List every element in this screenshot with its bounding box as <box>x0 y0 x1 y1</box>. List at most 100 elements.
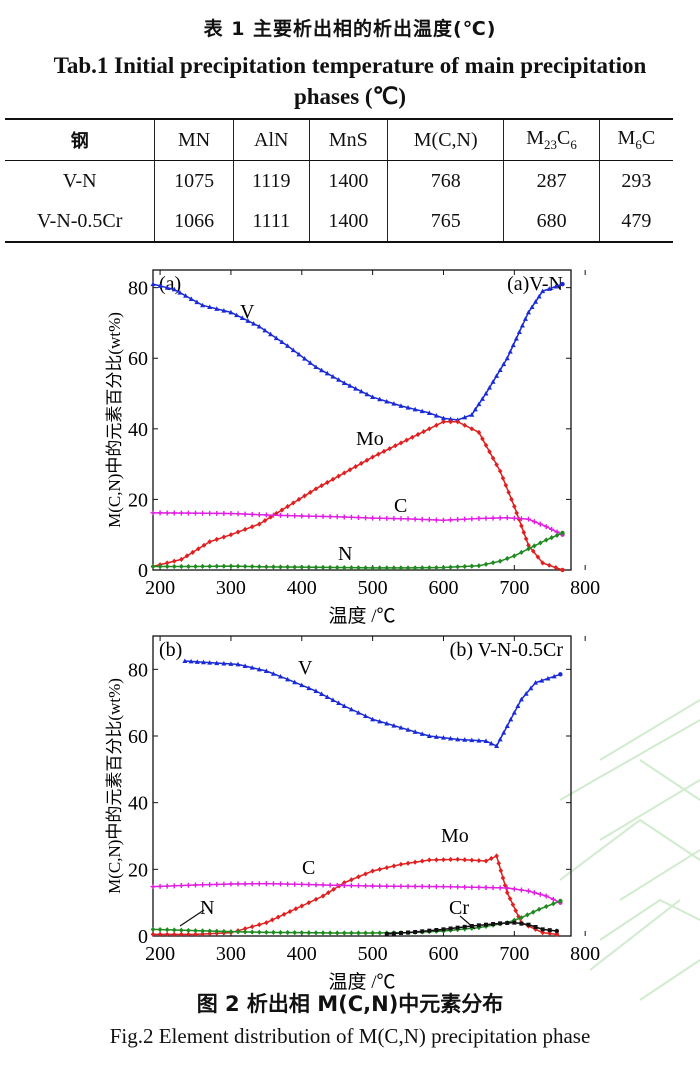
series-c-marker <box>525 888 531 894</box>
series-cr-marker <box>476 923 481 928</box>
series-mo-marker <box>469 426 475 432</box>
x-tick-label: 600 <box>428 943 458 965</box>
series-n-marker <box>550 901 556 907</box>
series-v-marker <box>511 710 517 715</box>
series-c-marker <box>263 881 269 887</box>
series-mo-marker <box>516 516 522 523</box>
annotation-n-leader <box>179 909 205 927</box>
series-mo-marker <box>514 510 519 516</box>
series-v-marker <box>336 377 342 382</box>
series-v-marker <box>194 299 200 305</box>
series-n-marker <box>164 563 170 570</box>
series-cr-marker <box>434 928 439 932</box>
series-c-marker <box>327 882 333 888</box>
annotation-mo: Mo <box>441 825 469 847</box>
series-c-marker <box>398 883 404 889</box>
series-n-marker <box>512 917 517 923</box>
series-n-marker <box>306 564 312 570</box>
series-c-marker <box>531 519 537 525</box>
series-v-marker <box>545 675 551 681</box>
series-v-marker <box>448 416 454 422</box>
series-cr-marker <box>519 921 524 926</box>
series-v-marker <box>319 367 325 373</box>
series-mo-marker <box>519 523 524 529</box>
series-c-marker <box>228 511 234 517</box>
series-v-marker <box>164 285 170 290</box>
series-c-marker <box>549 526 555 532</box>
series-mo-marker <box>349 877 354 883</box>
series-mo-marker <box>164 560 170 566</box>
series-v-marker <box>528 685 534 691</box>
series-c-marker <box>377 515 383 521</box>
series-n-marker <box>363 565 368 571</box>
series-n-marker <box>193 928 198 934</box>
series-mo-marker <box>285 503 290 510</box>
series-v-marker <box>529 304 535 310</box>
series-mo-endpoint <box>560 567 565 573</box>
series-v-endpoint <box>558 672 563 677</box>
y-tick-label: 0 <box>138 560 148 582</box>
series-mo-marker <box>494 853 499 859</box>
series-v-marker <box>313 688 319 693</box>
series-mo-marker <box>398 440 404 446</box>
series-c-marker <box>518 516 524 522</box>
series-v-marker <box>494 743 500 748</box>
series-v-marker <box>330 697 336 702</box>
series-mo-marker <box>319 483 324 489</box>
series-v-marker <box>501 361 507 367</box>
series-c-marker <box>242 511 248 517</box>
series-mo-marker <box>306 900 312 906</box>
panel-label: (b) <box>159 639 182 661</box>
figure-caption-en: Fig.2 Element distribution of M(C,N) pre… <box>109 1024 591 1048</box>
series-c-marker <box>504 515 510 521</box>
series-mo-marker <box>324 479 330 486</box>
series-v-marker <box>440 735 446 740</box>
series-n-endpoint <box>560 530 565 536</box>
series-mo-marker <box>290 500 296 506</box>
chart-panel-b: 200 300 400 500 600 700 800 0 20 40 60 80 (b) (b) V-N… <box>105 635 600 993</box>
series-c-marker <box>299 513 305 519</box>
series-v-marker <box>384 398 390 404</box>
series-v-marker <box>183 293 189 298</box>
series-n-marker <box>193 563 198 570</box>
series-v-marker <box>285 676 291 682</box>
series-n-marker <box>157 926 163 933</box>
table-header-row: 钢 MN AlN MnS M(C,N) M23C6 M6C <box>5 118 673 161</box>
series-v-marker <box>171 286 177 292</box>
series-c-marker <box>511 515 517 521</box>
series-v-marker <box>358 388 364 394</box>
x-axis-label: 温度 /℃ <box>328 605 395 627</box>
series-mo-marker <box>530 548 536 554</box>
cell: 1075 <box>154 160 234 201</box>
series-mo-marker <box>553 565 559 571</box>
series-v-marker <box>235 661 241 667</box>
series-c-marker <box>263 512 269 518</box>
series-c-marker <box>370 515 376 521</box>
series-v-marker <box>497 736 503 742</box>
series-v-marker <box>221 307 227 313</box>
series-cr-marker <box>526 922 531 927</box>
series-v-marker <box>221 660 227 666</box>
series-v-marker <box>299 682 305 688</box>
series-c-marker <box>398 516 404 522</box>
series-c-marker <box>334 882 340 888</box>
series-v-marker <box>256 666 262 672</box>
series-n-marker <box>455 564 460 570</box>
figure-caption-cn: 图 2 析出相 M(C,N)中元素分布 <box>196 992 504 1016</box>
series-n-marker <box>157 563 163 570</box>
series-mo-marker <box>201 542 207 548</box>
series-mo-marker <box>375 451 381 457</box>
series-c-marker <box>440 517 446 523</box>
series-c-marker <box>207 882 213 888</box>
series-mo-marker <box>412 859 418 865</box>
series-v-marker <box>292 679 298 685</box>
series-mo-marker <box>164 931 170 937</box>
series-n-marker <box>292 564 297 570</box>
series-c-marker <box>242 881 248 887</box>
series-n-marker <box>363 930 368 936</box>
series-n-marker <box>469 925 475 931</box>
series-n-marker <box>349 930 354 936</box>
series-cr-marker <box>462 924 467 929</box>
series-v-marker <box>313 364 319 370</box>
series-c-marker <box>419 883 425 889</box>
